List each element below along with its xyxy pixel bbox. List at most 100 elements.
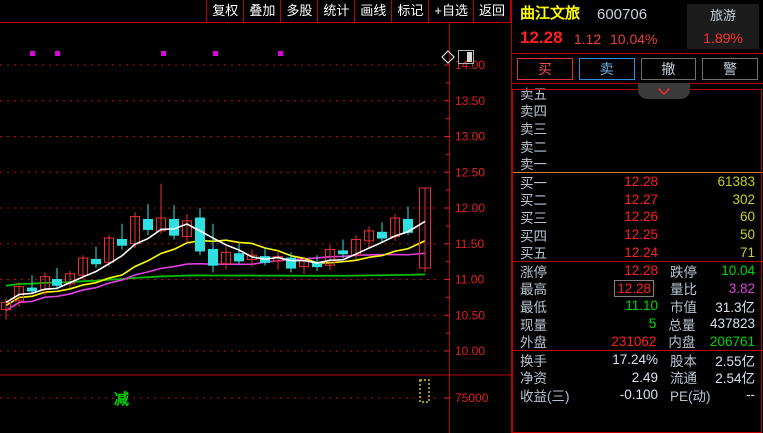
- stats-value: 31.3亿: [715, 299, 755, 315]
- stats-value: 2.55亿: [715, 353, 755, 369]
- stats-label: 总量: [668, 317, 696, 333]
- stats-label: 净资: [520, 371, 547, 387]
- buy-price: 12.24: [624, 244, 658, 260]
- buy-row[interactable]: 买三 12.26 60: [512, 208, 763, 226]
- sell-label: 卖二: [520, 139, 547, 155]
- candlestick: [208, 223, 218, 273]
- highest-price-boxed: 12.28: [614, 279, 654, 297]
- chart-marker: [213, 51, 218, 56]
- stats-value: 3.82: [728, 280, 755, 296]
- buy-row[interactable]: 买四 12.25 50: [512, 226, 763, 244]
- toolbar-biaoji[interactable]: 标记: [391, 0, 430, 22]
- buy-row[interactable]: 买二 12.27 302: [512, 191, 763, 209]
- kline-chart[interactable]: 10.00 10.50 11.00 11.50 12.00 12.50 13.00 13.50…: [0, 23, 511, 433]
- stats-value: 2.54亿: [715, 371, 755, 387]
- buy-label: 买五: [520, 246, 547, 262]
- buy-order-book: 买一 12.28 61383 买二 12.27 302 买三 12.26 60 买四 12.25 50…: [512, 173, 763, 261]
- stats-row: 外盘 231062 内盘 206761: [512, 332, 763, 351]
- toolbar-zixuan[interactable]: +自选: [428, 0, 474, 22]
- sell-row[interactable]: 卖二: [512, 137, 763, 155]
- toolbar-tongji[interactable]: 统计: [317, 0, 356, 22]
- buy-button[interactable]: 买: [517, 57, 573, 80]
- candlestick: [27, 275, 37, 294]
- stats-value: 206761: [709, 333, 755, 349]
- sector-pct: 1.89%: [703, 30, 743, 46]
- buy-volume: 50: [739, 227, 755, 243]
- price-axis-label: 13.50: [455, 94, 485, 108]
- toolbar-huaxian[interactable]: 画线: [354, 0, 393, 22]
- quote-panel: 曲江文旅 600706 12.28 1.12 10.04% 旅游 1.89% 买…: [511, 0, 763, 433]
- stats-row: 现量 5 总量 437823: [512, 315, 763, 333]
- orderbook-divider: [512, 172, 763, 173]
- stats-label: 现量: [520, 317, 547, 333]
- candlestick: [104, 235, 114, 267]
- buy-price: 12.27: [624, 191, 658, 207]
- candlestick: [182, 213, 192, 243]
- price-axis-label: 10.00: [455, 344, 485, 358]
- cancel-button[interactable]: 撤: [640, 57, 697, 80]
- buy-label: 买四: [520, 228, 547, 244]
- stats-divider: [512, 349, 763, 351]
- stock-change: 1.12: [574, 31, 602, 47]
- volume-axis-label: 75000: [455, 391, 489, 405]
- candlestick: [364, 226, 374, 249]
- buy-label: 买三: [520, 210, 547, 226]
- stats-value: 12.28: [572, 279, 664, 297]
- price-axis-label: 11.00: [455, 273, 484, 287]
- stats-value: 12.28: [624, 263, 658, 279]
- stats-value: 5: [648, 316, 657, 332]
- stats-label: PE(动): [670, 388, 711, 404]
- stats-row: 收益(三) -0.100 PE(动) --: [512, 386, 763, 404]
- stats-label: 内盘: [668, 335, 696, 351]
- chart-toolbar: 复权 叠加 多股 统计 画线 标记 +自选 返回: [0, 0, 511, 22]
- sell-row[interactable]: 卖五: [512, 84, 763, 102]
- toolbar-fuquan[interactable]: 复权: [206, 0, 245, 22]
- toolbar-duogu[interactable]: 多股: [280, 0, 319, 22]
- candlestick: [156, 183, 166, 234]
- sell-label: 卖四: [520, 104, 547, 120]
- collapse-handle[interactable]: [638, 83, 690, 99]
- stats-value: 17.24%: [612, 352, 658, 368]
- stats-value: 2.49: [631, 369, 658, 385]
- candlestick: [286, 252, 296, 273]
- sell-row[interactable]: 卖四: [512, 102, 763, 120]
- stats-row: 涨停 12.28 跌停 10.04: [512, 262, 763, 280]
- buy-price: 12.28: [624, 174, 658, 190]
- sell-row[interactable]: 卖三: [512, 119, 763, 137]
- candlestick: [78, 255, 88, 280]
- price-axis-label: 11.50: [455, 237, 484, 251]
- buy-volume: 60: [739, 209, 755, 225]
- chevron-down-icon: [658, 87, 670, 95]
- candlestick: [338, 239, 348, 259]
- panel-layout-icon[interactable]: [458, 50, 474, 69]
- sell-order-book: 卖五卖四 卖三卖二卖一: [512, 84, 763, 172]
- stats-table: 涨停 12.28 跌停 10.04 最高 12.28 量比 3.82 最低 11.10 市值 31.3…: [512, 262, 763, 404]
- toolbar-divider: [0, 22, 511, 23]
- stats-label: 流通: [670, 371, 697, 387]
- alert-button[interactable]: 警: [702, 57, 758, 80]
- stats-label: 最低: [520, 299, 547, 315]
- stock-code: 600706: [597, 6, 648, 23]
- sell-row[interactable]: 卖一: [512, 154, 763, 172]
- buy-row[interactable]: 买一 12.28 61383: [512, 173, 763, 191]
- candlestick: [351, 235, 361, 260]
- diamond-icon[interactable]: [441, 50, 455, 69]
- sector-badge[interactable]: 旅游 1.89%: [687, 4, 759, 49]
- buy-volume: 61383: [717, 174, 755, 190]
- candlestick: [169, 205, 179, 240]
- price-axis-label: 10.50: [455, 308, 485, 322]
- stats-row: 最高 12.28 量比 3.82: [512, 279, 763, 297]
- candlestick: [221, 246, 231, 270]
- sell-label: 卖一: [520, 157, 547, 173]
- price-axis-label: 13.00: [455, 130, 485, 144]
- stats-label: 跌停: [670, 264, 697, 280]
- toolbar-diejia[interactable]: 叠加: [243, 0, 282, 22]
- chart-marker: [55, 51, 60, 56]
- toolbar-fanhui[interactable]: 返回: [472, 0, 511, 22]
- buy-row[interactable]: 买五 12.24 71: [512, 243, 763, 262]
- kline-canvas: 10.00 10.50 11.00 11.50 12.00 12.50 13.00 13.50…: [0, 23, 511, 433]
- sell-button[interactable]: 卖: [578, 57, 635, 80]
- candlestick: [234, 243, 244, 264]
- chart-marker: [30, 51, 35, 56]
